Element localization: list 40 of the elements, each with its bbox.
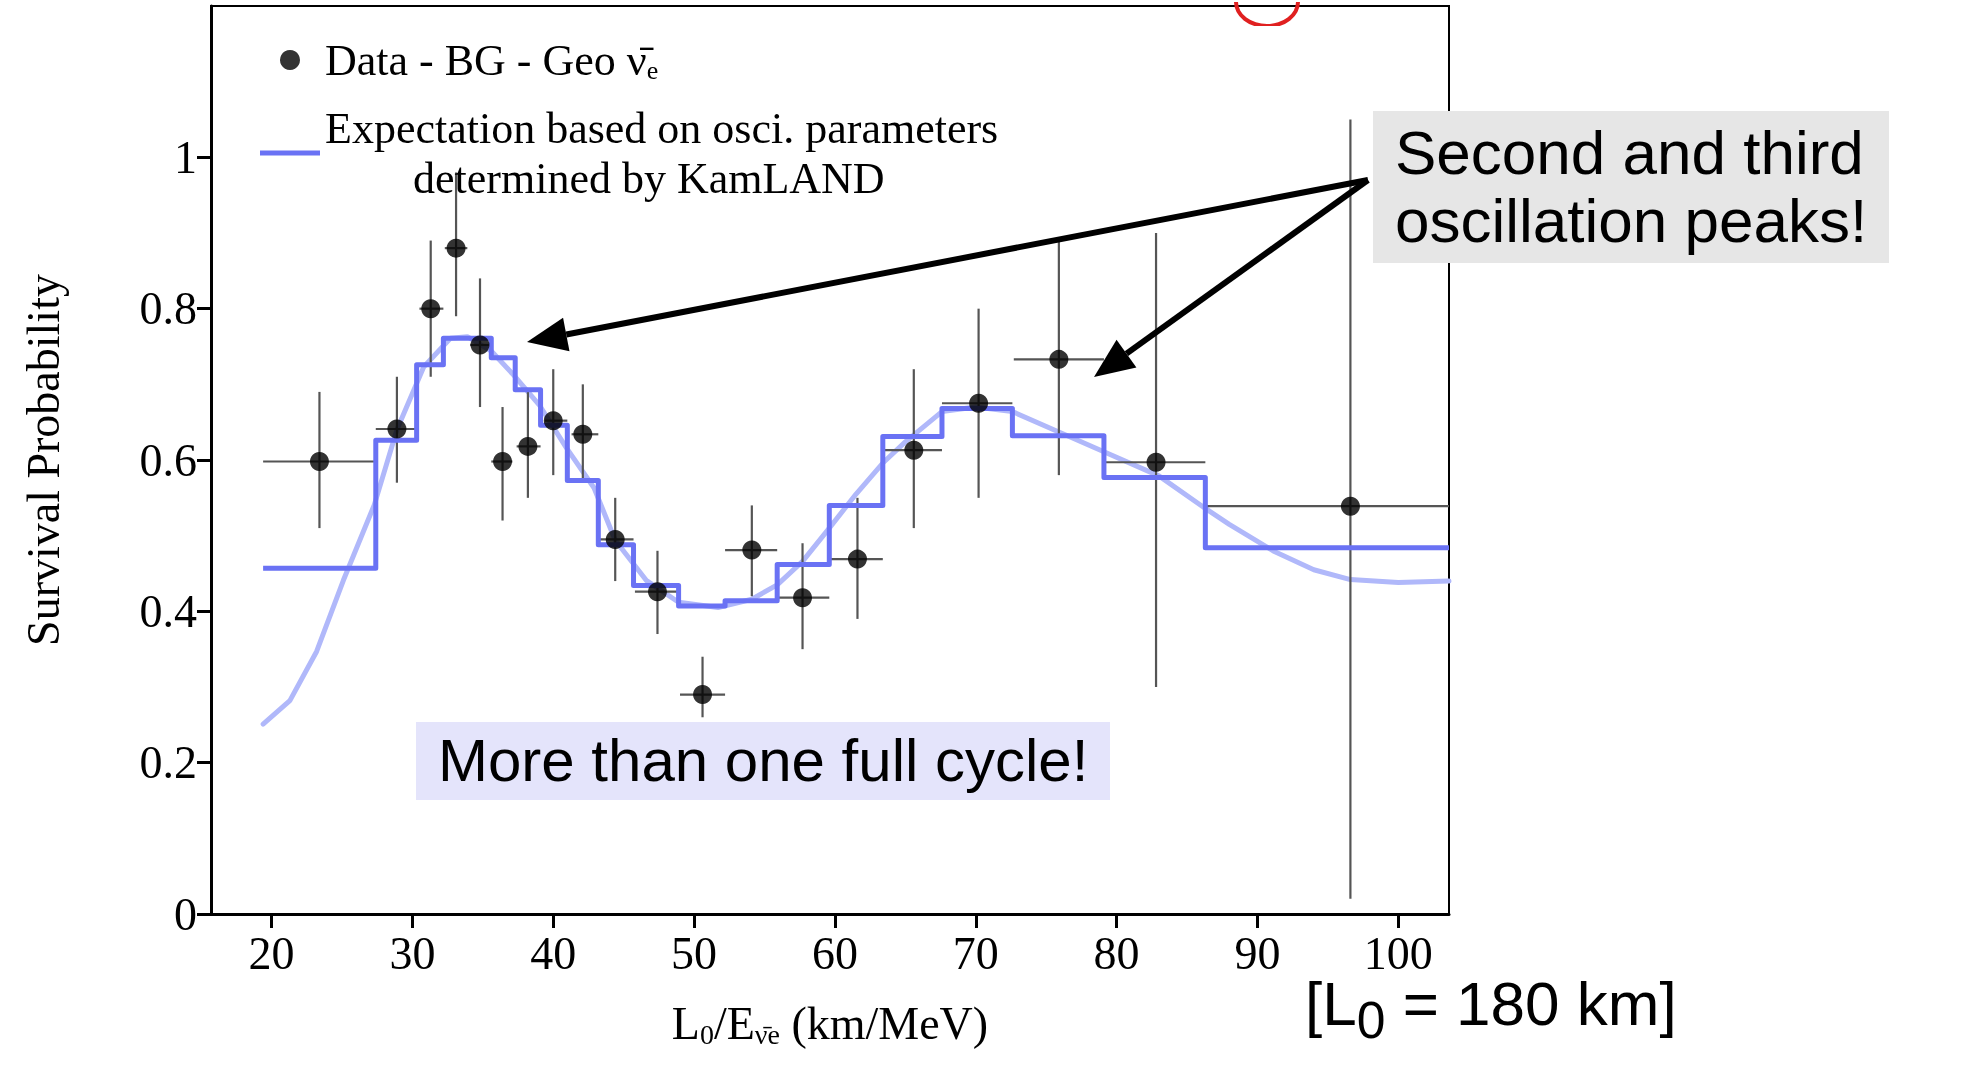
- x-tick-label: 70: [952, 927, 999, 979]
- y-tick-label: 1: [174, 131, 197, 183]
- point: [1146, 452, 1166, 472]
- annotation: Second and third oscillation peaks!: [1373, 111, 1890, 264]
- y-tick-label: 0.4: [139, 585, 197, 637]
- point: [543, 411, 563, 431]
- point: [493, 452, 513, 472]
- x-tick-label: 30: [389, 927, 436, 979]
- point: [647, 582, 667, 602]
- point: [904, 440, 924, 460]
- x-tick-label: 80: [1093, 927, 1140, 979]
- point: [470, 335, 490, 355]
- point: [309, 452, 329, 472]
- x-tick-label: 90: [1234, 927, 1281, 979]
- annotation: More than one full cycle!: [416, 722, 1111, 800]
- legend-label: Expectation based on osci. parameters determined by KamLAND: [325, 103, 999, 203]
- point: [605, 529, 625, 549]
- point: [969, 393, 989, 413]
- y-tick-label: 0: [174, 888, 197, 940]
- point: [742, 540, 762, 560]
- point: [1049, 349, 1069, 369]
- point: [421, 299, 441, 319]
- legend-label: Data - BG - Geo ν̄e: [325, 35, 659, 85]
- point: [518, 436, 538, 456]
- x-axis-title: L0/Eν̄e (km/MeV): [671, 998, 989, 1050]
- point: [793, 588, 813, 608]
- point: [446, 238, 466, 258]
- x-tick-label: 50: [671, 927, 718, 979]
- y-tick-label: 0.2: [139, 737, 197, 789]
- point: [387, 419, 407, 439]
- point: [1340, 496, 1360, 516]
- y-tick-label: 0.6: [139, 434, 197, 486]
- point: [847, 549, 867, 569]
- x-tick-label: 60: [811, 927, 858, 979]
- point: [573, 424, 593, 444]
- x-tick-label: 40: [530, 927, 577, 979]
- point: [693, 685, 713, 705]
- y-axis-title: Survival Probability: [17, 274, 69, 646]
- y-tick-label: 0.8: [139, 283, 197, 335]
- x-tick-label: 20: [248, 927, 295, 979]
